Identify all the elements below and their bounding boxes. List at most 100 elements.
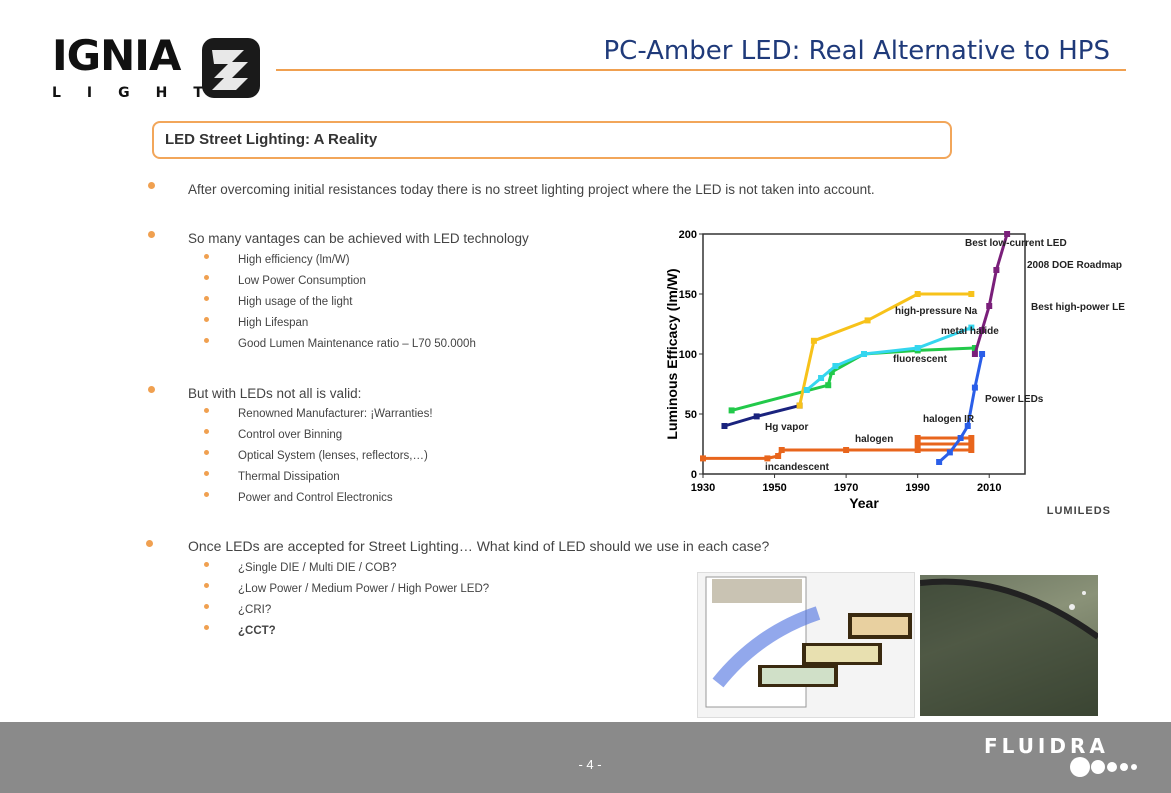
- sub-bullet-dot: [204, 604, 209, 609]
- data-point: [968, 291, 975, 297]
- bullet-dot: [148, 182, 155, 189]
- data-point: [936, 459, 943, 465]
- sub-bullet: High Lifespan: [238, 317, 309, 329]
- data-point: [971, 345, 978, 351]
- sub-bullet: ¿Low Power / Medium Power / High Power L…: [238, 583, 490, 595]
- sub-bullet-dot: [204, 408, 209, 413]
- efficacy-chart: 0 50 100 150 200 1930 1950 1970 1990 2010 Year Lumi…: [655, 222, 1132, 522]
- bullet-4: Once LEDs are accepted for Street Lighti…: [188, 538, 770, 554]
- bullet-3: But with LEDs not all is valid:: [188, 386, 362, 401]
- data-point: [825, 382, 832, 389]
- y-tick-label: 150: [679, 289, 697, 301]
- logo-mark-icon: [202, 38, 260, 98]
- efficacy-chart-svg: 0 50 100 150 200 1930 1950 1970 1990 2010 Year Lumi…: [664, 229, 1132, 517]
- fluidra-logo: FLUIDRA: [984, 734, 1109, 758]
- data-point: [810, 337, 817, 344]
- sub-bullet: Optical System (lenses, reflectors,…): [238, 450, 428, 462]
- data-point: [914, 291, 921, 297]
- logo-word: IGNIA: [52, 31, 181, 80]
- sub-bullet-dot: [204, 296, 209, 301]
- bullet-dot: [146, 540, 153, 547]
- data-point: [957, 435, 964, 441]
- chart-annotation: incandescent: [765, 462, 830, 473]
- y-tick-label: 100: [679, 349, 697, 361]
- y-tick-label: 200: [679, 229, 697, 241]
- led-luminaire-photo: [919, 575, 1100, 716]
- chart-annotation: high-pressure Na: [895, 306, 978, 317]
- sub-bullet: High efficiency (lm/W): [238, 254, 350, 266]
- data-point: [828, 369, 835, 375]
- data-point: [993, 267, 1000, 273]
- data-point: [964, 423, 971, 429]
- lumileds-logo: LUMILEDS: [1047, 505, 1111, 517]
- x-tick-label: 1990: [905, 482, 929, 494]
- sub-bullet-dot: [204, 317, 209, 322]
- bullet-dot: [148, 386, 155, 393]
- chart-annotation: 2008 DOE Roadmap: [1027, 260, 1122, 271]
- sub-bullet-dot: [204, 338, 209, 343]
- data-point: [864, 317, 871, 324]
- logo-sub: LIGHT: [52, 85, 229, 101]
- y-tick-label: 0: [691, 469, 697, 481]
- footer-bar: [0, 722, 1171, 793]
- bullet-1: After overcoming initial resistances tod…: [188, 182, 875, 197]
- y-axis-label: Luminous Efficacy (lm/W): [664, 268, 680, 439]
- sub-bullet: Renowned Manufacturer: ¡Warranties!: [238, 408, 433, 420]
- bullet-dot: [148, 231, 155, 238]
- data-point: [861, 351, 867, 357]
- data-point: [968, 441, 975, 447]
- chart-annotation: Best high-power LED: [1031, 302, 1125, 313]
- sub-bullet-dot: [204, 429, 209, 434]
- data-point: [728, 407, 735, 414]
- data-point: [971, 384, 978, 391]
- sub-bullet: Good Lumen Maintenance ratio – L70 50.00…: [238, 338, 476, 350]
- slide-title: PC-Amber LED: Real Alternative to HPS: [603, 36, 1111, 66]
- data-point: [832, 363, 839, 369]
- data-point: [818, 375, 825, 381]
- sub-bullet-dot: [204, 450, 209, 455]
- chart-annotation: halogen: [855, 434, 893, 445]
- data-point: [721, 423, 728, 429]
- data-point: [968, 435, 975, 441]
- sub-bullet-dot: [204, 275, 209, 280]
- sub-bullet: ¿CRI?: [238, 604, 272, 616]
- page-number: - 4 -: [578, 757, 602, 772]
- data-point: [764, 455, 771, 462]
- fluidra-dots-icon: [1070, 756, 1142, 783]
- data-point: [971, 351, 978, 357]
- sub-bullet: Low Power Consumption: [238, 275, 366, 287]
- series-line: [731, 346, 975, 412]
- data-point: [775, 453, 782, 459]
- y-tick-label: 50: [685, 409, 697, 421]
- x-tick-label: 1950: [762, 482, 786, 494]
- sub-bullet: ¿CCT?: [238, 625, 276, 637]
- data-point: [796, 402, 803, 409]
- sub-bullet-dot: [204, 625, 209, 630]
- chart-annotation: halogen IR: [923, 414, 975, 425]
- binning-chart-image: [697, 572, 915, 718]
- bullet-2: So many vantages can be achieved with LE…: [188, 231, 529, 246]
- x-tick-label: 1970: [834, 482, 858, 494]
- data-point: [914, 435, 921, 441]
- chart-annotation: Best low-current LED: [965, 238, 1067, 249]
- sub-bullet: Control over Binning: [238, 429, 343, 441]
- chart-annotation: fluorescent: [893, 354, 948, 365]
- data-point: [753, 413, 760, 420]
- sub-bullet-dot: [204, 492, 209, 497]
- ignia-light-logo: IGNIA LIGHT: [52, 31, 264, 104]
- x-tick-label: 1930: [691, 482, 715, 494]
- data-point: [700, 455, 706, 462]
- data-point: [1004, 231, 1011, 237]
- sub-bullet: Thermal Dissipation: [238, 471, 340, 483]
- data-point: [979, 351, 986, 357]
- sub-bullet-dot: [204, 583, 209, 588]
- data-point: [979, 327, 986, 333]
- sub-bullet-dot: [204, 562, 209, 567]
- data-point: [914, 441, 921, 447]
- section-box: [152, 121, 952, 159]
- data-point: [778, 447, 785, 453]
- x-axis-label: Year: [849, 495, 879, 511]
- sub-bullet: High usage of the light: [238, 296, 353, 308]
- data-point: [946, 449, 953, 456]
- sub-bullet: ¿Single DIE / Multi DIE / COB?: [238, 562, 397, 574]
